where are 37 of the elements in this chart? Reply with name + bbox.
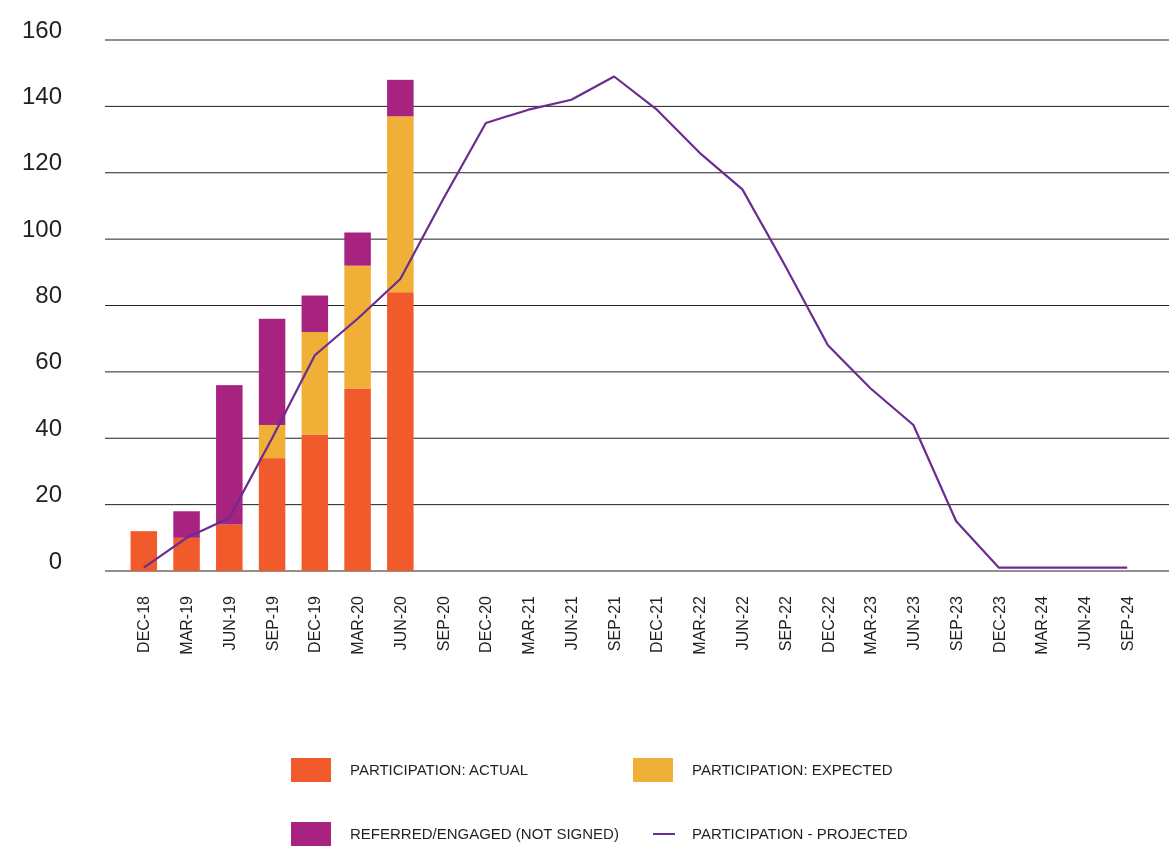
y-tick-label: 140 — [21, 81, 62, 109]
y-tick-label: 100 — [21, 214, 62, 242]
x-tick-label: MAR-20 — [349, 595, 367, 655]
y-tick-label: 20 — [35, 480, 62, 508]
x-tick-label: DEC-21 — [648, 595, 666, 653]
x-tick-label: DEC-22 — [819, 595, 837, 653]
x-tick-label: MAR-19 — [178, 595, 196, 655]
x-tick-label: JUN-19 — [220, 595, 238, 651]
y-tick-label: 40 — [35, 413, 62, 441]
x-tick-label: JUN-24 — [1076, 595, 1094, 651]
x-tick-label: MAR-24 — [1033, 595, 1051, 655]
x-tick-label: DEC-23 — [990, 595, 1008, 653]
x-tick-label: MAR-21 — [520, 595, 538, 655]
y-tick-label: 60 — [35, 347, 62, 375]
y-tick-label: 120 — [21, 148, 62, 176]
x-tick-label: SEP-19 — [263, 595, 281, 652]
x-tick-label: SEP-24 — [1118, 595, 1136, 652]
x-tick-label: JUN-22 — [733, 595, 751, 651]
legend-label: REFERRED/ENGAGED (NOT SIGNED) — [350, 825, 619, 843]
legend-label: PARTICIPATION: EXPECTED — [692, 761, 893, 779]
x-tick-label: SEP-21 — [605, 595, 623, 652]
x-tick-label: SEP-23 — [947, 595, 965, 652]
x-tick-label: MAR-23 — [862, 595, 880, 655]
legend-label: PARTICIPATION: ACTUAL — [350, 761, 529, 779]
y-tick-label: 0 — [48, 546, 62, 574]
legend-label: PARTICIPATION - PROJECTED — [692, 825, 908, 843]
x-tick-label: DEC-19 — [306, 595, 324, 653]
y-tick-label: 80 — [35, 281, 62, 309]
x-tick-label: JUN-23 — [905, 595, 923, 651]
x-tick-label: DEC-20 — [477, 595, 495, 653]
x-tick-label: MAR-22 — [691, 595, 709, 655]
x-tick-label: SEP-20 — [434, 595, 452, 652]
y-tick-label: 160 — [21, 15, 62, 43]
x-tick-label: JUN-20 — [391, 595, 409, 651]
x-tick-label: DEC-18 — [135, 595, 153, 653]
x-tick-label: JUN-21 — [562, 595, 580, 651]
x-tick-label: SEP-22 — [776, 595, 794, 652]
